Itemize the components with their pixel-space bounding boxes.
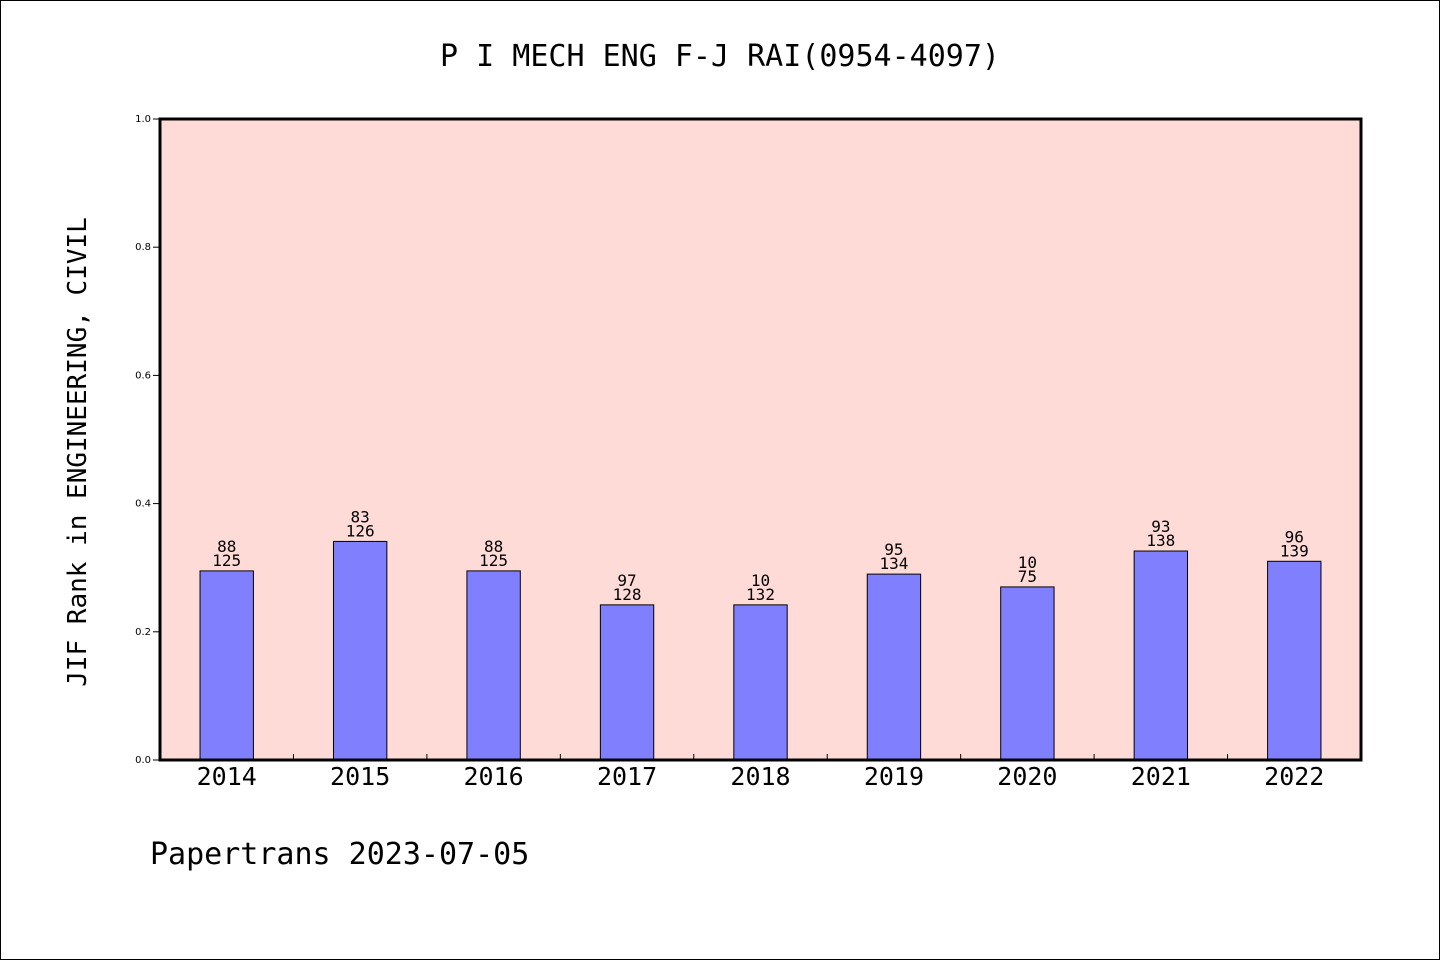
x-tick-label: 2020 (997, 762, 1057, 791)
y-tick-label: 0.2 (135, 627, 151, 638)
bar-2021 (1133, 550, 1189, 761)
bar-total-label: 134 (879, 554, 908, 573)
bar-rank-label: 88 (484, 537, 503, 556)
y-tick-label: 1.0 (135, 114, 151, 125)
bar-2019 (866, 573, 922, 761)
plot-border (158, 117, 1363, 762)
bar-rank-label: 95 (884, 540, 903, 559)
footer-credit: Papertrans 2023-07-05 (150, 837, 529, 872)
bar-rank-label: 97 (617, 571, 636, 590)
y-tick-label: 0.0 (135, 755, 151, 766)
x-tick-label: 2017 (597, 762, 657, 791)
x-tick-label: 2016 (464, 762, 524, 791)
bar-rank-label: 10 (751, 571, 770, 590)
y-tick-label: 0.4 (135, 499, 151, 510)
bar-total-label: 138 (1146, 531, 1175, 550)
bar-total-label: 126 (346, 521, 375, 540)
y-axis: 0.0 0.2 0.4 0.6 0.8 1.0 (135, 114, 160, 766)
chart-title: P I MECH ENG F-J RAI(0954-4097) (440, 39, 1000, 74)
bar-2014 (199, 570, 254, 761)
x-axis: 2014 2015 2016 2017 2018 2019 2020 2021 2022 (197, 754, 1324, 791)
x-tick-label: 2022 (1264, 762, 1324, 791)
bar-total-label: 75 (1018, 567, 1037, 586)
x-tick-label: 2021 (1131, 762, 1191, 791)
x-tick-label: 2019 (864, 762, 924, 791)
bar-2018 (733, 604, 788, 761)
y-axis-label: JIF Rank in ENGINEERING, CIVIL (63, 217, 93, 687)
bar-rank-label: 88 (217, 537, 236, 556)
bar-total-label: 125 (212, 551, 241, 570)
bar-total-label: 132 (746, 585, 775, 604)
y-tick-label: 0.6 (135, 370, 151, 381)
x-tick-label: 2014 (197, 762, 257, 791)
bar-2017 (599, 604, 655, 761)
bar-total-label: 128 (613, 585, 642, 604)
bar-2020 (1000, 586, 1055, 761)
bar-rank-label: 93 (1151, 517, 1170, 536)
bar-rank-label: 83 (351, 507, 370, 526)
y-tick-label: 0.8 (135, 242, 151, 253)
bar-rank-label: 10 (1018, 553, 1037, 572)
bar-2015 (332, 540, 388, 761)
bar-total-label: 139 (1280, 541, 1309, 560)
x-tick-label: 2015 (330, 762, 390, 791)
bars (199, 540, 1322, 761)
bar-total-label: 125 (479, 551, 508, 570)
bar-rank-label: 96 (1285, 527, 1304, 546)
bar-2022 (1267, 560, 1322, 761)
bar-2016 (466, 570, 521, 761)
x-tick-label: 2018 (730, 762, 790, 791)
